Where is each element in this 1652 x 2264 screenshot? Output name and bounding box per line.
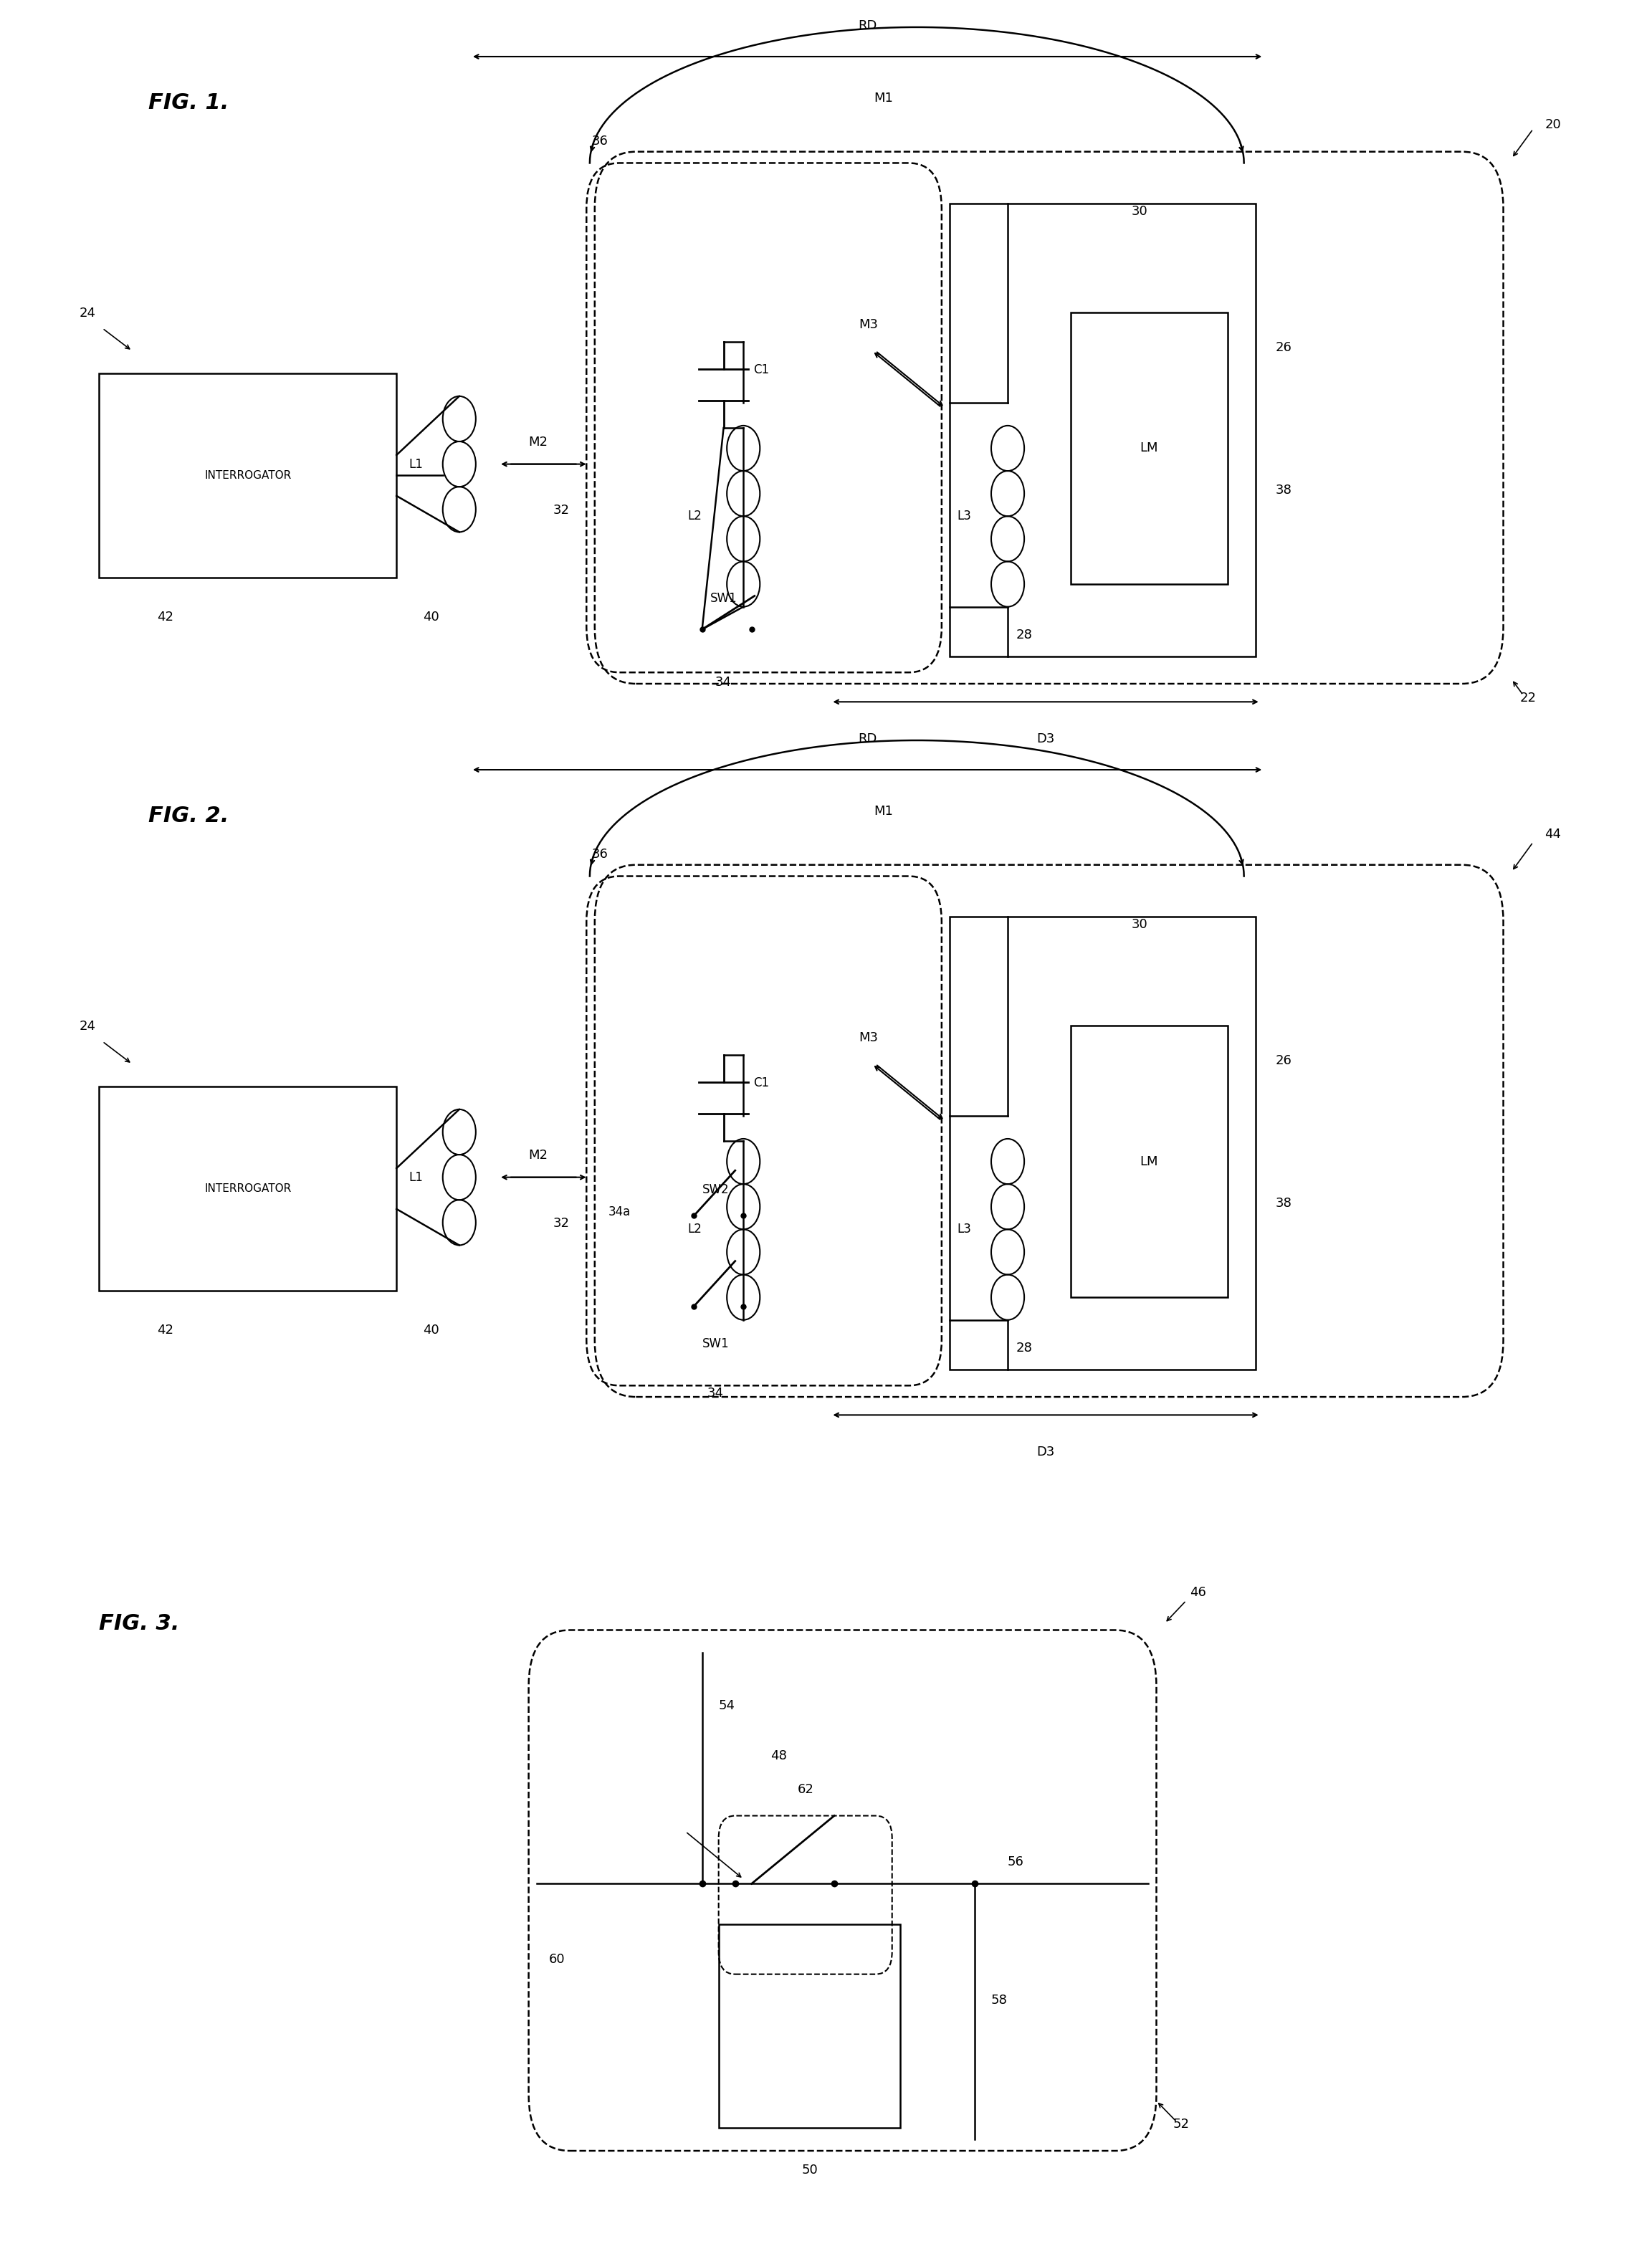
Bar (950, 204, 1256, 657)
Text: 52: 52 (1173, 2119, 1189, 2130)
Text: 22: 22 (1520, 693, 1536, 704)
Text: 56: 56 (1008, 1856, 1024, 1868)
Text: L2: L2 (687, 509, 702, 523)
Text: 32: 32 (553, 1218, 570, 1229)
Text: 54: 54 (719, 1700, 735, 1712)
Text: D3: D3 (1036, 734, 1056, 745)
Text: 24: 24 (79, 1021, 96, 1032)
Text: 48: 48 (770, 1750, 786, 1761)
Text: L1: L1 (408, 1170, 423, 1184)
Text: 40: 40 (423, 611, 439, 623)
Text: 36: 36 (591, 849, 608, 860)
Bar (719, 1924, 900, 2128)
Text: D3: D3 (1036, 1447, 1056, 1458)
Text: LM: LM (1140, 1155, 1158, 1168)
Bar (1070, 1026, 1227, 1297)
Text: FIG. 2.: FIG. 2. (149, 806, 230, 826)
Text: 34a: 34a (608, 1207, 631, 1218)
Bar (950, 917, 1256, 1370)
Text: L1: L1 (408, 457, 423, 471)
Text: 34: 34 (715, 677, 732, 688)
Text: 42: 42 (157, 1324, 173, 1336)
Text: SW1: SW1 (702, 1338, 729, 1349)
Text: 40: 40 (423, 1324, 439, 1336)
Text: RD: RD (857, 20, 877, 32)
Text: 28: 28 (1016, 1343, 1032, 1354)
Text: 32: 32 (553, 505, 570, 516)
Text: 58: 58 (991, 1995, 1008, 2006)
Text: M1: M1 (874, 93, 894, 104)
Text: M3: M3 (859, 319, 879, 331)
Text: INTERROGATOR: INTERROGATOR (205, 1184, 291, 1193)
Text: RD: RD (857, 734, 877, 745)
Text: L3: L3 (957, 509, 971, 523)
Text: 36: 36 (591, 136, 608, 147)
Text: FIG. 3.: FIG. 3. (99, 1614, 180, 1635)
Text: 30: 30 (1132, 206, 1148, 217)
Text: 38: 38 (1275, 484, 1292, 496)
Bar (1070, 312, 1227, 584)
Text: 24: 24 (79, 308, 96, 319)
Text: 28: 28 (1016, 629, 1032, 641)
Text: LM: LM (1140, 441, 1158, 455)
Text: 44: 44 (1545, 829, 1561, 840)
Text: 20: 20 (1545, 118, 1561, 131)
Text: 26: 26 (1275, 1055, 1292, 1066)
Text: 38: 38 (1275, 1198, 1292, 1209)
Text: L3: L3 (957, 1223, 971, 1236)
Bar (99, 1087, 396, 1290)
Text: L2: L2 (687, 1223, 702, 1236)
Text: 60: 60 (548, 1954, 565, 1965)
Text: M1: M1 (874, 806, 894, 817)
Text: M2: M2 (529, 1150, 548, 1161)
Text: 30: 30 (1132, 919, 1148, 931)
Text: 62: 62 (798, 1784, 813, 1795)
Text: SW2: SW2 (702, 1184, 729, 1195)
Text: C1: C1 (753, 365, 770, 376)
Text: INTERROGATOR: INTERROGATOR (205, 471, 291, 480)
Text: 50: 50 (801, 2164, 818, 2176)
Text: SW1: SW1 (710, 593, 737, 604)
Text: 42: 42 (157, 611, 173, 623)
Text: 34: 34 (707, 1388, 724, 1399)
Bar (99, 374, 396, 577)
Text: C1: C1 (753, 1078, 770, 1089)
Text: 46: 46 (1189, 1587, 1206, 1598)
Text: 26: 26 (1275, 342, 1292, 353)
Text: M3: M3 (859, 1032, 879, 1044)
Text: M2: M2 (529, 437, 548, 448)
Text: FIG. 1.: FIG. 1. (149, 93, 230, 113)
